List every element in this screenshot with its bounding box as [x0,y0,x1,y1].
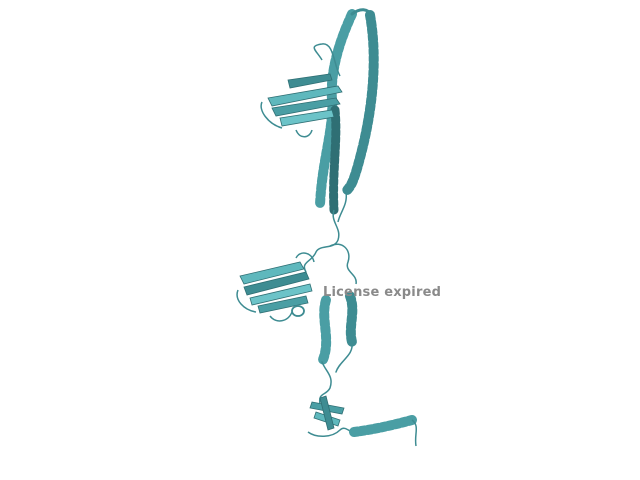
upper-beta-domain [260,43,343,138]
loop [307,427,357,437]
loop [260,43,341,138]
beta-strand [267,85,343,107]
license-watermark: License expired [323,285,442,300]
helix-link-top [350,8,374,18]
beta-strand [243,271,310,296]
helix [345,291,358,347]
beta-strand [319,395,335,431]
linker-loops [303,191,357,285]
loop [236,252,315,322]
lower-domain [307,395,418,447]
beta-strand [239,261,305,285]
loop [318,361,332,405]
loop [335,341,353,373]
beta-strand [287,73,333,89]
beta-strand [257,295,309,314]
middle-beta-domain [236,252,315,322]
beta-strand [271,97,341,117]
beta-strand [279,109,335,127]
loop [291,305,305,317]
helix-horizontal [349,415,417,437]
loop [411,419,418,447]
helix-mid-upper [329,105,341,215]
upper-helix-bundle [315,8,379,215]
middle-helix-bundle [317,291,358,405]
helix [317,295,332,367]
helix-long-right [341,10,379,197]
beta-strand [249,283,313,306]
